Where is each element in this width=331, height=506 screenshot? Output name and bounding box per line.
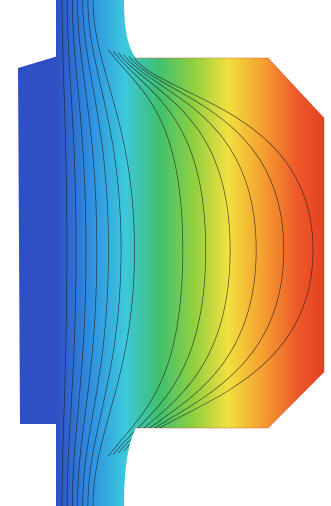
housing-outline (136, 57, 325, 429)
contour-line (87, 0, 122, 506)
contour-line (61, 0, 68, 506)
contour-line (77, 0, 98, 506)
contour-line (133, 57, 314, 449)
contour-line (118, 52, 231, 454)
contour-line (123, 54, 257, 452)
contour-line (66, 0, 77, 506)
contour-line (107, 49, 184, 457)
contour-line (128, 56, 285, 450)
contour-line (92, 0, 135, 506)
contour-line (82, 0, 109, 506)
contour-line (71, 0, 87, 506)
contour-lines (61, 0, 314, 506)
contour-line (113, 51, 207, 455)
left-flange (18, 56, 58, 424)
